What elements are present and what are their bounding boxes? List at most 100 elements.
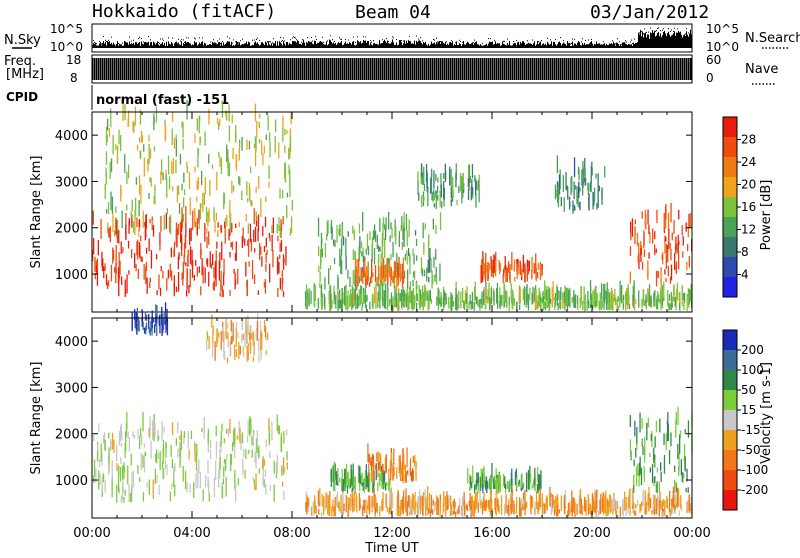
data-stroke — [223, 331, 225, 343]
freq-bar — [376, 58, 378, 80]
data-stroke — [556, 286, 558, 306]
noise-bar — [659, 36, 660, 48]
data-stroke — [428, 234, 430, 245]
data-stroke — [683, 443, 686, 459]
data-stroke — [462, 173, 464, 190]
noise-bar — [599, 43, 600, 48]
data-stroke — [356, 258, 358, 276]
data-stroke — [550, 497, 552, 515]
freq-bar — [170, 58, 172, 80]
data-stroke — [244, 469, 246, 479]
data-stroke — [346, 486, 349, 494]
data-stroke — [241, 317, 243, 331]
data-stroke — [141, 135, 143, 143]
noise-bar — [303, 39, 304, 48]
data-stroke — [355, 272, 358, 286]
data-stroke — [413, 254, 415, 265]
data-stroke — [616, 509, 618, 517]
freq-bar — [168, 58, 170, 80]
data-stroke — [655, 248, 657, 253]
data-stroke — [615, 509, 617, 515]
data-stroke — [165, 212, 167, 229]
data-stroke — [163, 426, 165, 433]
data-stroke — [486, 272, 488, 280]
noise-bar — [434, 42, 435, 48]
data-stroke — [541, 493, 544, 511]
noise-bar — [399, 39, 400, 48]
freq-bar — [562, 58, 564, 80]
noise-bar — [427, 45, 428, 48]
data-stroke — [199, 115, 201, 122]
data-stroke — [176, 228, 178, 248]
data-stroke — [385, 264, 387, 282]
data-stroke — [153, 318, 155, 323]
data-stroke — [352, 249, 354, 260]
freq-bar — [190, 58, 192, 80]
data-stroke — [675, 289, 678, 303]
data-stroke — [324, 492, 327, 510]
data-stroke — [118, 465, 120, 476]
noise-bar — [664, 30, 665, 48]
data-stroke — [343, 504, 345, 510]
data-stroke — [630, 233, 632, 241]
noise-dot — [290, 39, 291, 41]
data-stroke — [347, 269, 349, 279]
data-stroke — [200, 203, 202, 208]
noise-bar — [394, 45, 395, 48]
date-label: 03/Jan/2012 — [590, 2, 709, 23]
noise-bar — [546, 45, 547, 48]
data-stroke — [399, 505, 401, 517]
data-stroke — [362, 479, 365, 486]
freq-bar — [232, 58, 234, 80]
data-stroke — [116, 220, 119, 230]
data-stroke — [571, 498, 574, 517]
data-stroke — [477, 472, 479, 483]
data-stroke — [188, 449, 190, 460]
data-stroke — [329, 265, 331, 271]
noise-bar — [510, 45, 511, 48]
noise-bar — [505, 44, 506, 48]
noise-bar — [616, 42, 617, 48]
data-stroke — [136, 241, 138, 256]
noise-bar — [688, 36, 689, 48]
noise-bar — [517, 42, 518, 48]
data-stroke — [188, 284, 190, 294]
noise-bar — [240, 45, 241, 48]
data-stroke — [352, 470, 354, 491]
data-stroke — [169, 263, 171, 278]
power-ylabel: Slant Range [km] — [29, 156, 44, 269]
freq-bar — [638, 58, 640, 80]
freq-bar — [206, 58, 208, 80]
data-stroke — [166, 315, 168, 330]
data-stroke — [558, 509, 560, 514]
noise-dot — [316, 38, 317, 40]
data-stroke — [318, 509, 320, 515]
data-stroke — [475, 178, 477, 195]
data-stroke — [393, 261, 396, 279]
freq-bar — [438, 58, 440, 80]
velocity-x-axis — [91, 318, 693, 518]
data-stroke — [364, 260, 366, 278]
data-stroke — [388, 507, 391, 512]
data-stroke — [335, 471, 338, 485]
freq-bar — [600, 58, 602, 80]
data-stroke — [286, 462, 288, 470]
data-stroke — [165, 324, 167, 334]
data-stroke — [364, 474, 366, 484]
noise-bar — [534, 41, 535, 48]
data-stroke — [383, 470, 386, 482]
data-stroke — [364, 294, 366, 304]
data-stroke — [134, 218, 136, 235]
data-stroke — [386, 261, 388, 278]
noise-bar — [515, 43, 516, 48]
data-stroke — [597, 189, 599, 208]
data-stroke — [128, 270, 130, 275]
data-stroke — [393, 466, 395, 477]
data-stroke — [478, 185, 480, 203]
data-stroke — [519, 304, 521, 310]
data-stroke — [483, 480, 485, 488]
data-stroke — [246, 345, 248, 353]
data-stroke — [269, 484, 271, 491]
noise-bar — [462, 44, 463, 48]
noise-bar — [574, 43, 575, 48]
